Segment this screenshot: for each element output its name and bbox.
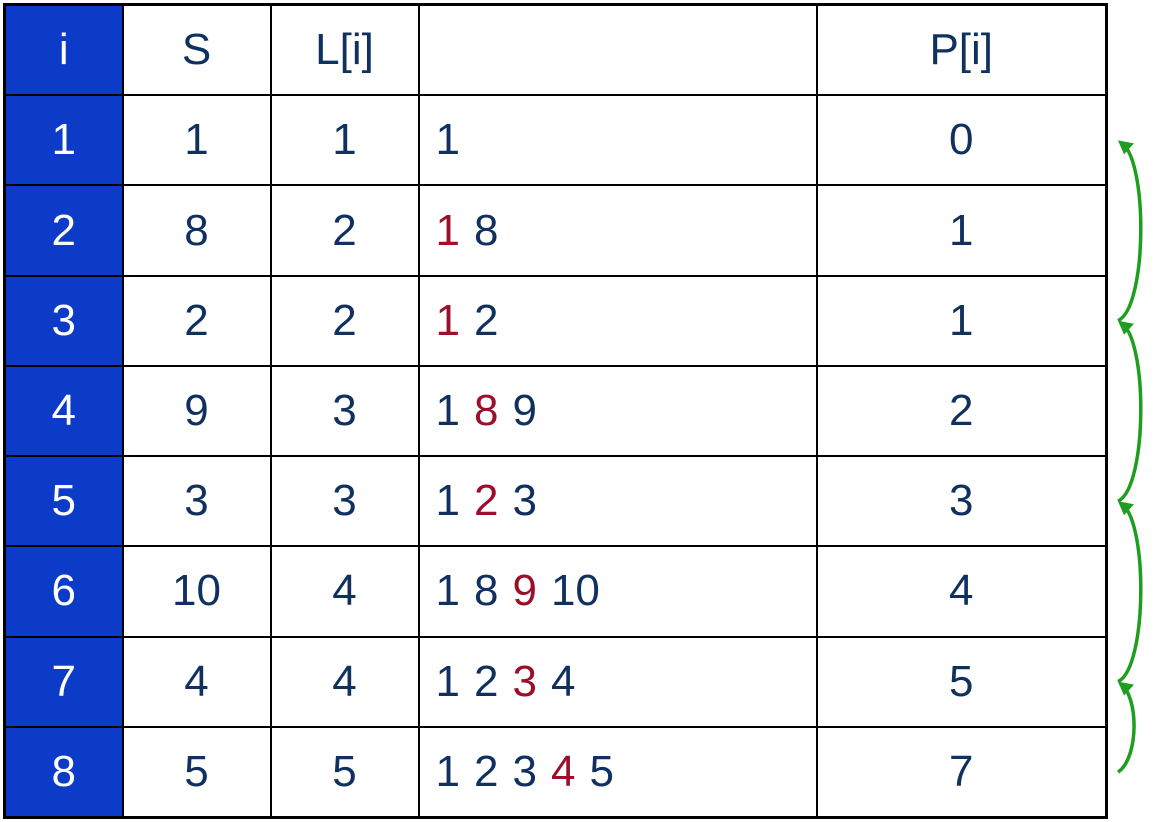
cell-s: 3 [121,455,272,548]
sequence-number: 3 [512,476,537,526]
sequence-number: 2 [473,656,499,706]
sequence-number: 1 [435,115,460,165]
cell-p: 7 [815,725,1108,819]
cell-s: 8 [121,184,272,277]
cell-i: 2 [3,184,124,277]
cell-p: 1 [815,274,1108,367]
sequence-number: 1 [435,746,460,796]
cell-l: 5 [269,725,420,819]
cell-p: 5 [815,635,1108,728]
cell-p: 4 [815,545,1108,638]
cell-s: 10 [121,545,272,638]
sequence-number: 8 [473,566,499,616]
cell-i: 6 [3,545,124,638]
sequence-number-highlighted: 2 [473,476,499,526]
cell-l: 2 [269,184,420,277]
cell-l: 2 [269,274,420,367]
sequence-number-highlighted: 1 [435,295,460,345]
predecessor-arrow [1116,501,1143,684]
predecessor-arrow [1116,321,1143,503]
sequence-number-highlighted: 8 [473,385,499,435]
sequence-number: 3 [512,746,537,796]
cell-p: 2 [815,364,1108,458]
cell-i: 7 [3,635,124,728]
sequence-number-highlighted: 1 [435,205,460,255]
sequence-number: 10 [550,566,600,616]
arrow-head [1118,681,1134,696]
header-l: L[i] [269,3,420,97]
cell-sequence: 1 8 9 10 [417,545,818,638]
sequence-number: 1 [435,476,460,526]
sequence-number: 1 [435,566,460,616]
sequence-number-highlighted: 3 [512,656,537,706]
sequence-number: 1 [435,656,460,706]
cell-i: 4 [3,364,124,458]
cell-s: 4 [121,635,272,728]
arrow-head [1118,501,1134,516]
header-row: i S L[i] P[i] [3,3,1108,97]
sequence-number: 9 [512,385,537,435]
sequence-number: 2 [473,746,499,796]
cell-p: 0 [815,94,1108,187]
header-seq [417,3,818,97]
header-i: i [3,3,124,97]
cell-l: 3 [269,364,420,458]
cell-i: 8 [3,725,124,819]
sequence-number: 1 [435,385,460,435]
sequence-number-highlighted: 4 [550,746,576,796]
cell-p: 1 [815,184,1108,277]
predecessor-arrow [1116,140,1143,323]
cell-l: 4 [269,635,420,728]
sequence-number-highlighted: 9 [512,566,537,616]
cell-sequence: 1 [417,94,818,187]
cell-l: 3 [269,455,420,548]
predecessor-arrow [1116,682,1136,774]
table-row: 6 10 4 1 8 9 10 4 [3,545,1108,638]
sequence-number: 2 [473,295,499,345]
arrow-head [1118,140,1134,155]
cell-s: 2 [121,274,272,367]
cell-s: 9 [121,364,272,458]
header-s: S [121,3,272,97]
header-p: P[i] [815,3,1108,97]
sequence-number: 4 [550,656,576,706]
arrow-head [1118,320,1134,335]
cell-p: 3 [815,455,1108,548]
cell-s: 5 [121,725,272,819]
sequence-number: 5 [589,746,614,796]
cell-l: 1 [269,94,420,187]
cell-i: 3 [3,274,124,367]
cell-s: 1 [121,94,272,187]
cell-l: 4 [269,545,420,638]
cell-i: 1 [3,94,124,187]
cell-i: 5 [3,455,124,548]
sequence-number: 8 [473,205,499,255]
